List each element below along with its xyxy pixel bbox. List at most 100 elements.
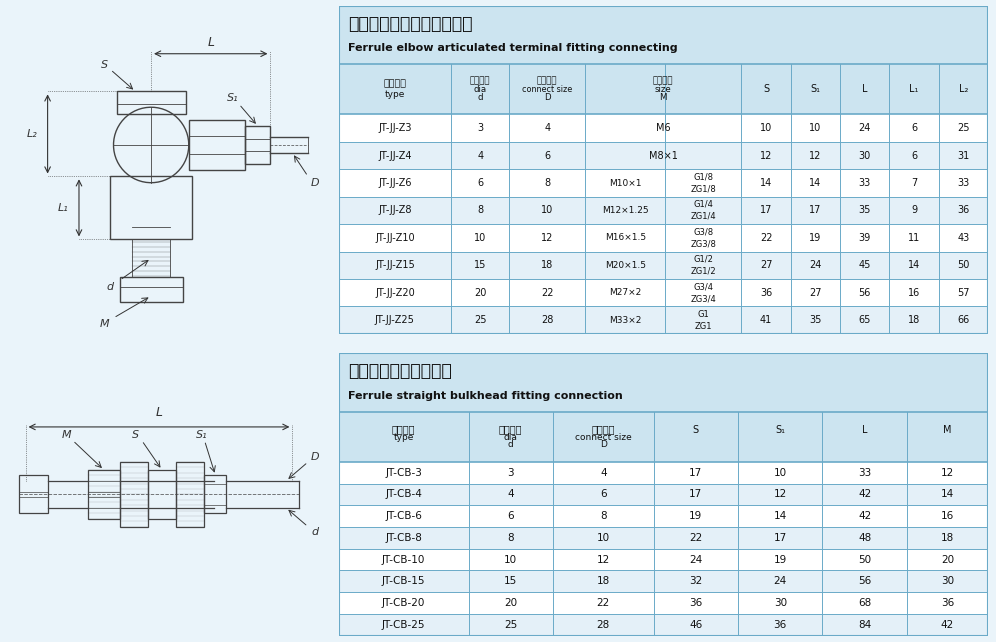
Text: 15: 15 — [474, 260, 486, 270]
Bar — [339, 142, 988, 169]
Text: M33×2: M33×2 — [610, 316, 641, 325]
Bar — [339, 592, 988, 614]
Text: 18: 18 — [541, 260, 554, 270]
Text: Ferrule elbow articulated terminal fitting connecting: Ferrule elbow articulated terminal fitti… — [349, 42, 678, 53]
Text: 12: 12 — [541, 233, 554, 243]
Text: M6: M6 — [656, 123, 670, 133]
Text: 20: 20 — [474, 288, 486, 298]
Text: M20×1.5: M20×1.5 — [605, 261, 645, 270]
Text: 8: 8 — [600, 511, 607, 521]
Text: d: d — [477, 93, 483, 102]
Text: 12: 12 — [597, 555, 610, 564]
Text: 6: 6 — [507, 511, 514, 521]
Text: 42: 42 — [858, 489, 872, 499]
Text: S₁: S₁ — [775, 424, 785, 435]
Text: M: M — [62, 430, 72, 440]
Text: L₂: L₂ — [959, 84, 968, 94]
Bar — [245, 126, 270, 164]
Text: JT-CB-25: JT-CB-25 — [381, 620, 425, 630]
Text: M27×2: M27×2 — [610, 288, 641, 297]
Text: 17: 17 — [809, 205, 822, 216]
Bar — [111, 177, 192, 239]
Text: 19: 19 — [809, 233, 822, 243]
Text: G3/8: G3/8 — [693, 227, 713, 236]
Text: S: S — [131, 430, 139, 440]
Text: 45: 45 — [859, 260, 871, 270]
Text: 接口螺纹: 接口螺纹 — [653, 76, 673, 85]
Text: 36: 36 — [689, 598, 702, 608]
Bar — [339, 279, 988, 306]
Text: JT-JJ-Z15: JT-JJ-Z15 — [375, 260, 414, 270]
Text: JT-CB-15: JT-CB-15 — [381, 577, 425, 586]
Text: 公称通径: 公称通径 — [499, 424, 523, 435]
Text: G1/4: G1/4 — [693, 200, 713, 209]
Bar — [176, 462, 204, 526]
Text: L: L — [155, 406, 162, 419]
Text: 6: 6 — [544, 151, 551, 160]
Text: 17: 17 — [760, 205, 772, 216]
Text: 接管外径: 接管外径 — [592, 424, 615, 435]
Text: S₁: S₁ — [195, 430, 207, 440]
Text: JT-CB-6: JT-CB-6 — [385, 511, 422, 521]
Text: 36: 36 — [774, 620, 787, 630]
Text: 27: 27 — [760, 260, 772, 270]
Text: L₂: L₂ — [27, 129, 37, 139]
Text: 30: 30 — [859, 151, 871, 160]
Text: 50: 50 — [957, 260, 969, 270]
Text: 18: 18 — [908, 315, 920, 325]
Bar — [339, 483, 988, 505]
Text: M12×1.25: M12×1.25 — [602, 206, 648, 215]
Text: JT-CB-4: JT-CB-4 — [385, 489, 422, 499]
Bar — [339, 571, 988, 592]
Bar — [189, 120, 245, 170]
Text: d: d — [508, 440, 514, 449]
Text: 10: 10 — [760, 123, 772, 133]
Text: ZG1/4: ZG1/4 — [690, 212, 716, 221]
Text: S₁: S₁ — [227, 93, 238, 103]
Bar — [19, 476, 48, 513]
Bar — [204, 476, 226, 513]
Text: 3: 3 — [477, 123, 483, 133]
Text: 24: 24 — [809, 260, 822, 270]
Bar — [339, 306, 988, 334]
Text: JT-CB-20: JT-CB-20 — [381, 598, 425, 608]
Text: 22: 22 — [541, 288, 554, 298]
Text: 25: 25 — [504, 620, 517, 630]
Bar — [339, 114, 988, 142]
Text: 7: 7 — [911, 178, 917, 188]
Text: type: type — [393, 433, 413, 442]
Text: 48: 48 — [858, 533, 872, 543]
Text: 14: 14 — [760, 178, 772, 188]
Text: d: d — [107, 282, 114, 291]
Text: 10: 10 — [474, 233, 486, 243]
Text: JT-JJ-Z4: JT-JJ-Z4 — [378, 151, 411, 160]
Text: 68: 68 — [858, 598, 872, 608]
Text: 19: 19 — [689, 511, 702, 521]
Text: 56: 56 — [859, 288, 871, 298]
Text: L₁: L₁ — [58, 203, 69, 213]
Bar — [339, 614, 988, 636]
Bar — [120, 462, 148, 526]
Text: G1/2: G1/2 — [693, 255, 713, 264]
Text: ZG1/2: ZG1/2 — [690, 267, 716, 276]
Text: 39: 39 — [859, 233, 871, 243]
Text: 10: 10 — [809, 123, 822, 133]
Text: 36: 36 — [760, 288, 772, 298]
Text: 46: 46 — [689, 620, 702, 630]
Text: 84: 84 — [858, 620, 872, 630]
Text: 33: 33 — [858, 468, 872, 478]
Text: 16: 16 — [941, 511, 954, 521]
Text: 33: 33 — [957, 178, 969, 188]
Text: M: M — [659, 93, 667, 102]
Bar — [89, 470, 120, 519]
Bar — [339, 169, 988, 196]
Text: 18: 18 — [597, 577, 610, 586]
Text: 25: 25 — [957, 123, 970, 133]
Text: JT-JJ-Z10: JT-JJ-Z10 — [375, 233, 414, 243]
Text: JT-CB-8: JT-CB-8 — [385, 533, 422, 543]
Text: 42: 42 — [941, 620, 954, 630]
Bar — [339, 6, 988, 64]
Text: 33: 33 — [859, 178, 871, 188]
Bar — [339, 353, 988, 412]
Text: 6: 6 — [911, 151, 917, 160]
